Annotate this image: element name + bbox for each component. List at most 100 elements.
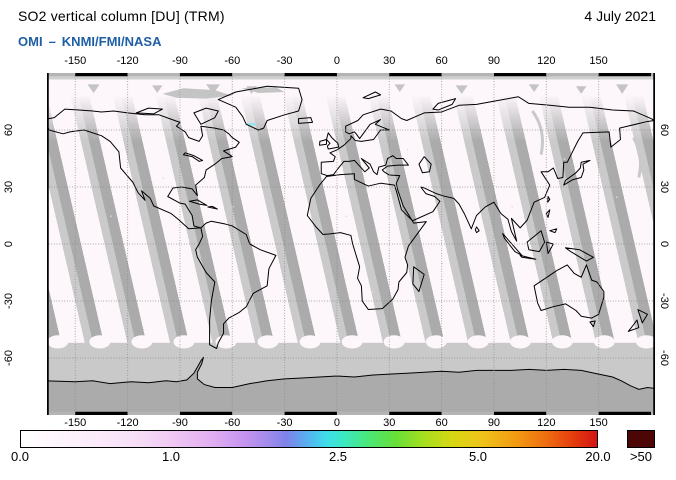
frame-segment: [284, 73, 337, 77]
lat-tick-right--60: -60: [658, 350, 670, 366]
frame-segment: [493, 73, 547, 77]
lon-tick-top-120: 120: [537, 55, 556, 67]
caspian-sea-outline: [419, 157, 431, 173]
lon-tick-bottom--90: -90: [172, 416, 188, 429]
baffin-island-coast: [194, 108, 218, 124]
frame-segment: [75, 73, 128, 77]
lat-tick-left-60: 60: [3, 123, 15, 137]
graticule-gridlines: [49, 76, 654, 412]
hispaniola-coast: [208, 206, 218, 209]
instrument-label: OMI: [18, 34, 43, 49]
frame-segment: [47, 73, 76, 77]
frame-segment: [389, 73, 442, 77]
lon-tick-bottom-30: 30: [383, 416, 396, 429]
sri-lanka-coast: [475, 227, 479, 233]
frame-segment: [179, 411, 233, 415]
frame-segment: [546, 73, 599, 77]
frame-segment: [546, 411, 599, 415]
lat-tick-left-0: 0: [3, 240, 15, 248]
coastlines: [47, 86, 654, 348]
sulawesi-coast: [546, 242, 553, 253]
frame-segment: [232, 73, 285, 77]
cuba-coast: [190, 200, 207, 206]
great-lakes-outline: [183, 153, 202, 162]
lon-tick-top-30: 30: [383, 55, 396, 67]
lon-tick-bottom-120: 120: [537, 416, 556, 429]
taiwan-coast: [548, 197, 550, 203]
victoria-island-coast: [136, 108, 162, 114]
lon-tick-bottom-90: 90: [487, 416, 501, 429]
ireland-coast: [320, 140, 327, 146]
greenland-coast: [218, 86, 302, 130]
colorbar-label-20.0: 20.0: [585, 449, 611, 464]
world-map-plot: [47, 73, 655, 415]
frame-segment: [441, 411, 494, 415]
lon-tick-bottom--60: -60: [224, 416, 241, 429]
frame-right: [653, 73, 655, 415]
sumatra-coast: [503, 234, 522, 256]
colorbar-label-5.0: 5.0: [468, 449, 488, 464]
britain-coast: [326, 133, 338, 149]
lon-tick-bottom--150: -150: [64, 416, 87, 429]
frame-left: [47, 73, 49, 415]
borneo-coast: [527, 231, 544, 252]
figure-title: SO2 vertical column [DU] (TRM): [18, 8, 225, 24]
lon-tick-bottom--120: -120: [116, 416, 139, 429]
mindanao-coast: [550, 229, 557, 233]
frame-segment: [284, 411, 337, 415]
lat-tick-left--60: -60: [3, 350, 15, 366]
map-geography-layer: [47, 73, 655, 415]
frame-segment: [598, 411, 651, 415]
frame-segment: [47, 411, 76, 415]
agencies-label: KNMI/FMI/NASA: [61, 34, 162, 49]
so2-plume-feature: [246, 123, 256, 126]
colorbar-gradient: [20, 430, 598, 448]
lat-tick-right-60: 60: [658, 123, 670, 137]
frame-segment: [650, 73, 655, 77]
nz-south-island-coast: [628, 320, 638, 331]
lon-tick-bottom-0: 0: [333, 416, 340, 429]
antarctica-landmass: [47, 357, 654, 415]
lat-tick-right--30: -30: [658, 293, 670, 309]
lon-tick-top-0: 0: [333, 55, 340, 67]
tasmania-coast: [590, 321, 595, 327]
north-edge-no-data-strip: [47, 73, 655, 80]
lon-tick-bottom--30: -30: [276, 416, 293, 429]
lon-tick-top-90: 90: [487, 55, 501, 67]
lat-tick-right-0: 0: [658, 240, 670, 248]
lon-tick-bottom-150: 150: [589, 416, 608, 429]
frame-segment: [336, 411, 390, 415]
lon-tick-bottom-60: 60: [435, 416, 448, 429]
lon-tick-top-150: 150: [589, 55, 608, 67]
frame-segment: [493, 411, 547, 415]
figure-source: OMI – KNMI/FMI/NASA: [18, 34, 167, 49]
lon-tick-top--150: -150: [64, 55, 87, 67]
nz-north-island-coast: [638, 310, 648, 323]
luzon-coast: [546, 210, 549, 218]
low-so2-speckle: [75, 130, 618, 293]
lon-tick-top--90: -90: [172, 55, 188, 67]
frame-segment: [75, 411, 128, 415]
lat-tick-right-30: 30: [658, 180, 670, 194]
frame-segment: [232, 411, 285, 415]
lat-tick-left--30: -30: [3, 293, 15, 309]
java-coast: [520, 255, 536, 259]
iceland-coast: [299, 118, 313, 124]
africa-coast: [307, 174, 426, 310]
japan-coast: [564, 160, 590, 185]
lon-tick-top--30: -30: [276, 55, 293, 67]
frame-segment: [127, 73, 180, 77]
australia-coast: [534, 265, 604, 318]
madagascar-coast: [413, 267, 424, 292]
figure-date: 4 July 2021: [584, 8, 656, 24]
new-guinea-coast: [566, 248, 594, 261]
colorbar-label-2.5: 2.5: [328, 449, 348, 464]
colorbar-label-1.0: 1.0: [161, 449, 181, 464]
svalbard-coast: [363, 92, 380, 99]
source-separator: –: [48, 34, 56, 49]
frame-segment: [598, 73, 651, 77]
frame-segment: [336, 73, 390, 77]
lon-tick-top--120: -120: [116, 55, 139, 67]
frame-segment: [127, 411, 180, 415]
frame-segment: [650, 411, 655, 415]
